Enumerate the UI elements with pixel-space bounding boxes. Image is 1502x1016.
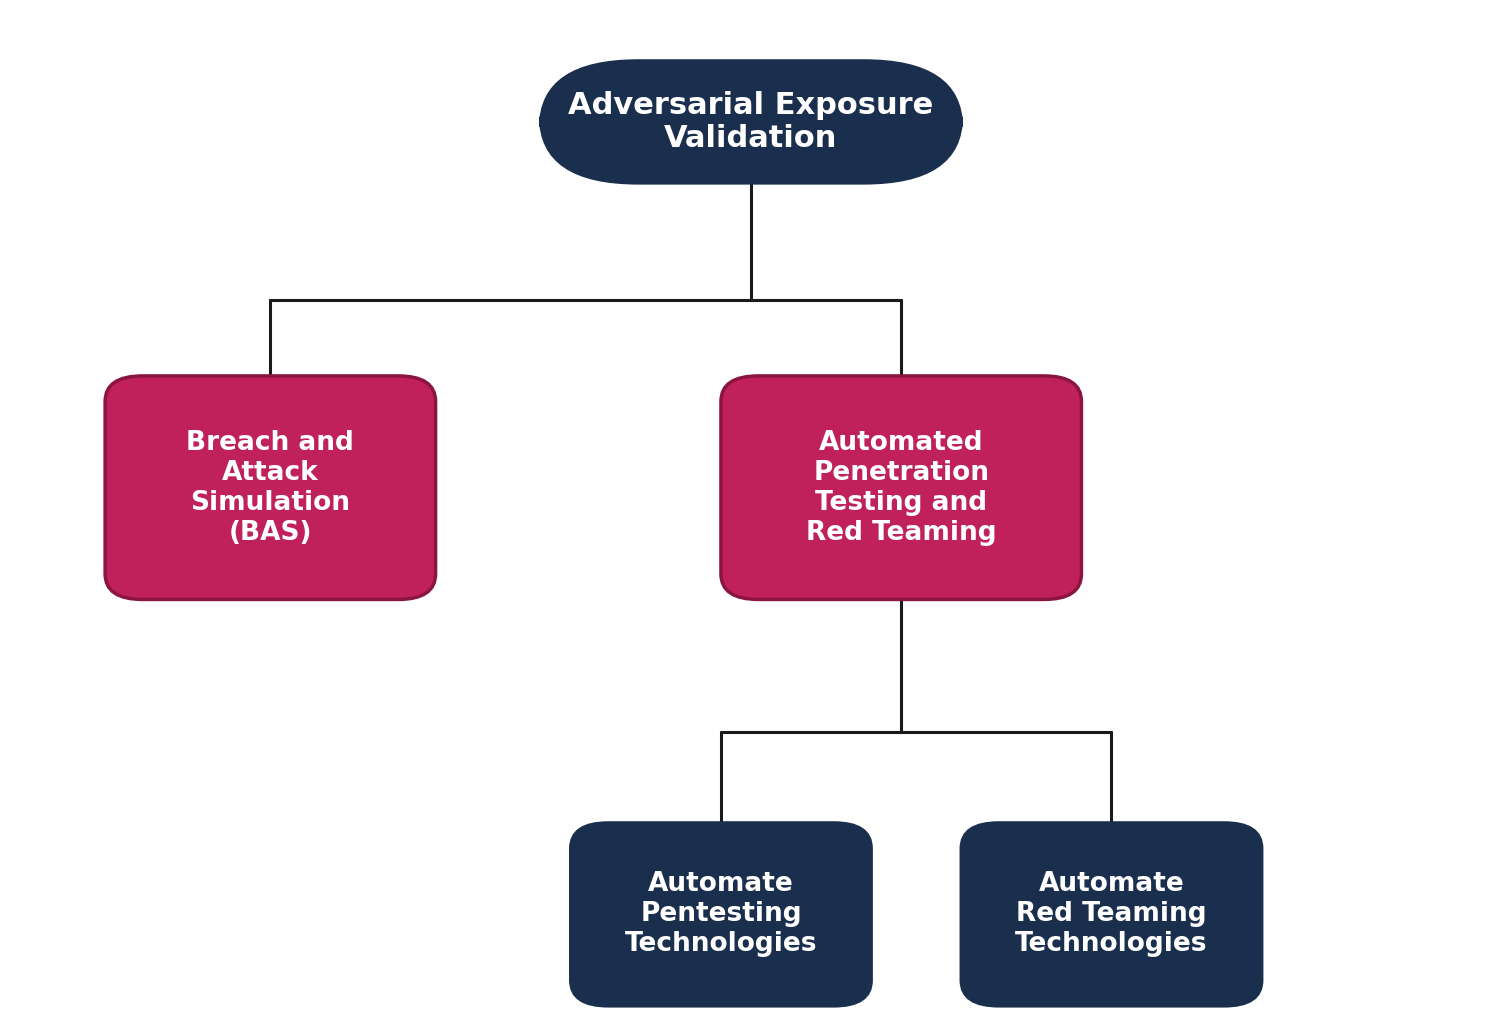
Text: Automate
Pentesting
Technologies: Automate Pentesting Technologies: [625, 872, 817, 957]
Text: Breach and
Attack
Simulation
(BAS): Breach and Attack Simulation (BAS): [186, 430, 354, 546]
FancyBboxPatch shape: [961, 823, 1262, 1006]
Text: Adversarial Exposure
Validation: Adversarial Exposure Validation: [568, 90, 934, 153]
Text: Automated
Penetration
Testing and
Red Teaming: Automated Penetration Testing and Red Te…: [807, 430, 996, 546]
FancyBboxPatch shape: [541, 61, 961, 183]
FancyBboxPatch shape: [105, 376, 436, 599]
Text: Automate
Red Teaming
Technologies: Automate Red Teaming Technologies: [1015, 872, 1208, 957]
FancyBboxPatch shape: [721, 376, 1081, 599]
FancyBboxPatch shape: [571, 823, 871, 1006]
